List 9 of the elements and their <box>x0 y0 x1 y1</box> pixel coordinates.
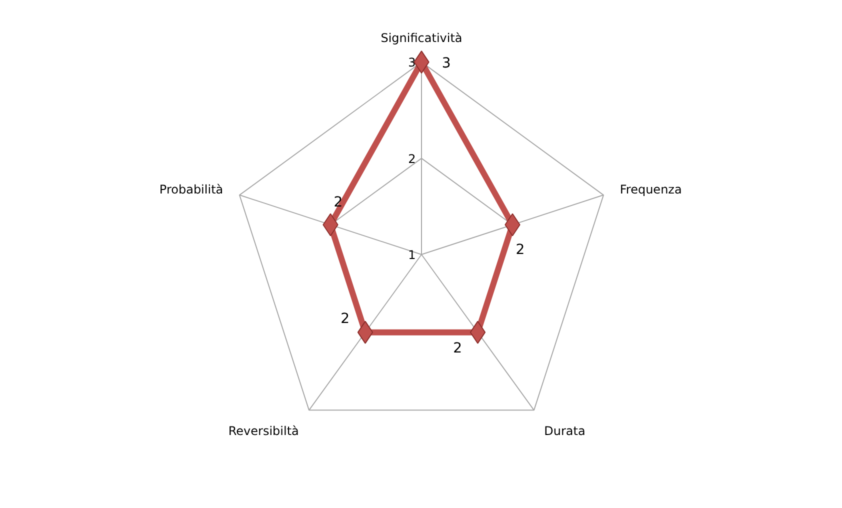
data-label: 2 <box>516 242 525 258</box>
spoke-label: Probabilità <box>159 182 224 197</box>
spoke-label: Reversibiltà <box>228 424 299 438</box>
spoke-label: Significatività <box>380 30 462 45</box>
spoke-label: Durata <box>544 424 586 438</box>
data-label: 2 <box>453 340 462 357</box>
spoke-label: Frequenza <box>620 182 682 197</box>
data-label: 2 <box>340 311 350 328</box>
y-tick-label: 1 <box>408 248 416 262</box>
